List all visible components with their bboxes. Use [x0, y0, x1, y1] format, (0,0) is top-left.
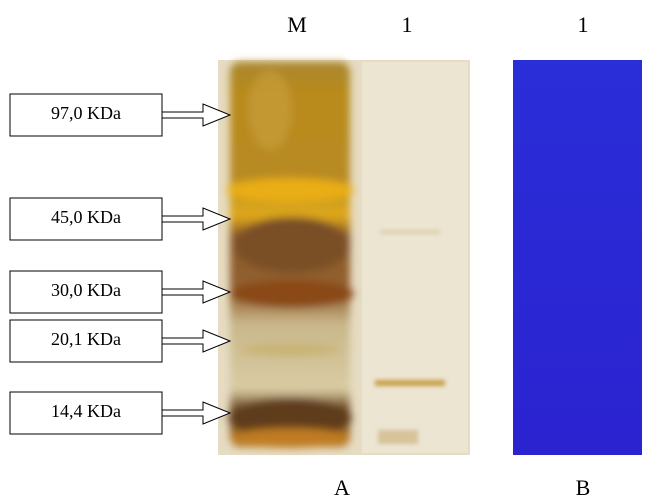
marker-group: 97,0 KDa 45,0 KDa 30,0 KDa 20,1 KDa 14,4 KDa: [10, 94, 230, 434]
gel-b: [513, 60, 642, 455]
marker-label: 30,0 KDa: [51, 280, 121, 300]
marker-label: 14,4 KDa: [51, 401, 121, 421]
lane-label: 1: [578, 12, 589, 37]
lane-label: M: [287, 12, 307, 37]
panel-label: A: [334, 475, 350, 500]
marker-label: 20,1 KDa: [51, 329, 121, 349]
marker-label: 97,0 KDa: [51, 103, 121, 123]
figure: M 1 1 A B 97,0 KDa 45,0 KDa 30,0 KDa 20,1 K…: [0, 0, 650, 504]
panel-label: B: [576, 475, 591, 500]
marker-label: 45,0 KDa: [51, 207, 121, 227]
gel-a: [218, 60, 470, 455]
lane-label: 1: [402, 12, 413, 37]
